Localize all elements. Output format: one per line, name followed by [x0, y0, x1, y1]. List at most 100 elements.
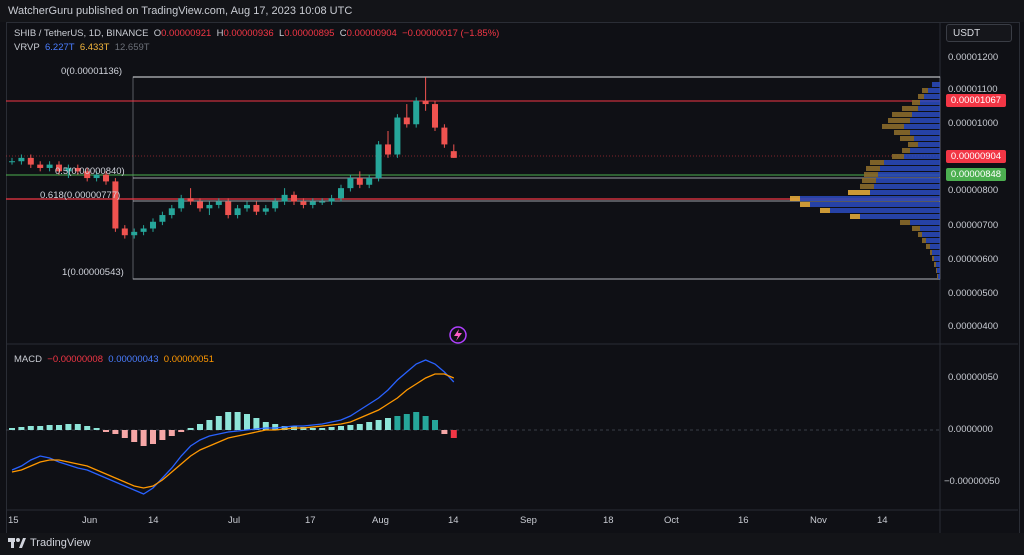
candle-body	[159, 215, 166, 222]
vp-bar-down	[930, 250, 932, 255]
vp-bar-up	[937, 268, 940, 273]
macd-hist-bar	[74, 424, 81, 430]
fib-label-0: 0(0.00001136)	[61, 66, 123, 77]
vp-bar-down	[790, 196, 800, 201]
close-value: 0.00000904	[346, 28, 397, 39]
candle-body	[347, 178, 354, 189]
time-label: 16	[738, 515, 749, 526]
vp-bar-down	[862, 178, 876, 183]
price-label: 0.00000600	[948, 254, 999, 265]
tradingview-logo[interactable]: TradingView	[8, 537, 91, 549]
currency-button[interactable]: USDT	[946, 24, 1012, 42]
candle-body	[356, 178, 363, 185]
current-price-tag: 0.00000904	[946, 150, 1006, 163]
macd-hist-bar	[309, 428, 316, 430]
candle-body	[291, 194, 297, 202]
macd-hist-bar	[65, 424, 72, 430]
macd-hist-bar	[9, 428, 15, 430]
candle-body	[37, 164, 44, 168]
candle-body	[9, 161, 15, 163]
vp-bar-down	[892, 154, 904, 159]
fib-label-0618: 0.618(0.00000777)	[40, 190, 121, 201]
vp-bar-up	[884, 160, 940, 165]
vp-bar-up	[810, 202, 940, 207]
time-label: 14	[148, 515, 159, 526]
time-label: 14	[877, 515, 888, 526]
tv-logo-icon	[8, 538, 26, 548]
open-value: 0.00000921	[161, 28, 212, 39]
vp-bar-up	[800, 196, 940, 201]
candle-body	[413, 100, 420, 125]
vp-bar-down	[800, 202, 810, 207]
macd-hist-bar	[103, 430, 109, 432]
macd-hist-bar	[385, 418, 391, 430]
candle-body	[244, 204, 250, 209]
lightning-icon[interactable]	[449, 326, 467, 344]
vp-bar-up	[938, 274, 940, 279]
signal-line	[11, 373, 455, 489]
candle-body	[103, 174, 109, 182]
macd-hist-bar	[46, 425, 53, 430]
vp-bar-up	[874, 184, 940, 189]
macd-hist-bar	[413, 412, 420, 430]
vp-bar-down	[866, 166, 880, 171]
vp-bar-down	[922, 88, 928, 93]
time-label: 17	[305, 515, 316, 526]
candle-body	[206, 204, 213, 209]
price-label: 0.00000500	[948, 288, 999, 299]
vp-bar-up	[904, 124, 940, 129]
vrvp-legend[interactable]: VRVP 6.227T 6.433T 12.659T	[14, 42, 150, 53]
candle-body	[150, 221, 156, 229]
vp-bar-down	[892, 112, 912, 117]
chart-frame[interactable]	[6, 22, 1020, 535]
vp-bar-up	[920, 226, 940, 231]
vp-bar-down	[922, 238, 926, 243]
macd-hist-bar	[422, 416, 429, 430]
vp-bar-down	[848, 190, 870, 195]
candle-body	[65, 167, 72, 172]
candle-body	[18, 157, 25, 162]
candle-body	[168, 208, 175, 216]
macd-hist-bar	[93, 428, 100, 430]
vp-bar-up	[910, 118, 940, 123]
macd-hist-bar	[159, 430, 166, 440]
vp-bar-up	[910, 130, 940, 135]
vp-bar-up	[932, 250, 940, 255]
candle-body	[121, 228, 128, 236]
price-label: 0.00001200	[948, 52, 999, 63]
macd-hist-bar	[225, 412, 232, 430]
candle-body	[93, 174, 100, 179]
symbol-legend[interactable]: SHIB / TetherUS, 1D, BINANCE O0.00000921…	[14, 28, 500, 39]
candle-body	[253, 204, 260, 212]
macd-legend[interactable]: MACD −0.00000008 0.00000043 0.00000051	[14, 354, 214, 365]
vp-bar-up	[920, 100, 940, 105]
candle-body	[338, 188, 344, 199]
macd-hist-bar	[441, 430, 448, 434]
vp-bar-down	[918, 94, 924, 99]
publish-text: WatcherGuru published on TradingView.com…	[8, 5, 353, 17]
time-label: Sep	[520, 515, 537, 526]
resistance-price-tag: 0.00001067	[946, 94, 1006, 107]
vp-bar-up	[904, 154, 940, 159]
vp-bar-down	[912, 226, 920, 231]
macd-axis-label: 0.0000000	[948, 424, 993, 435]
macd-hist-bar	[347, 425, 354, 430]
macd-hist-value: −0.00000008	[47, 354, 104, 365]
macd-hist-bar	[206, 420, 213, 430]
vp-bar-up	[924, 94, 940, 99]
macd-hist-bar	[140, 430, 147, 446]
vp-bar-down	[820, 208, 830, 213]
candles	[9, 77, 457, 239]
vp-bar-down	[850, 214, 860, 219]
vp-bar-down	[882, 124, 904, 129]
candle-body	[56, 164, 62, 172]
macd-hist-bar	[37, 426, 44, 430]
macd-hist-bar	[84, 426, 91, 430]
candle-body	[140, 228, 147, 232]
vp-bar-down	[932, 256, 934, 261]
candle-body	[225, 201, 232, 216]
fib-label-05: 0.5(0.00000840)	[55, 166, 125, 177]
price-label: 0.00000800	[948, 185, 999, 196]
vp-bar-up	[876, 178, 940, 183]
